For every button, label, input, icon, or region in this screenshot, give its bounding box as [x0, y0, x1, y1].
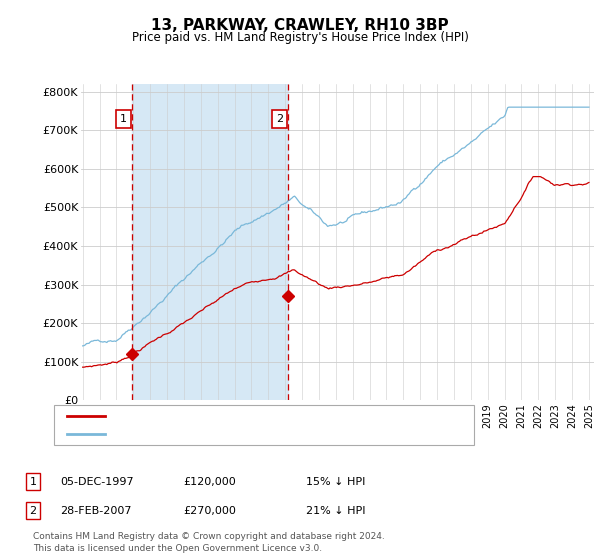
Text: 21% ↓ HPI: 21% ↓ HPI [306, 506, 365, 516]
Text: 15% ↓ HPI: 15% ↓ HPI [306, 477, 365, 487]
Text: HPI: Average price, detached house, Crawley: HPI: Average price, detached house, Craw… [111, 430, 346, 439]
Bar [132, 84, 288, 400]
Text: 2: 2 [276, 114, 283, 124]
Text: 1: 1 [29, 477, 37, 487]
Text: £120,000: £120,000 [183, 477, 236, 487]
Text: Price paid vs. HM Land Registry's House Price Index (HPI): Price paid vs. HM Land Registry's House … [131, 31, 469, 44]
Text: 13, PARKWAY, CRAWLEY, RH10 3BP: 13, PARKWAY, CRAWLEY, RH10 3BP [151, 18, 449, 33]
Text: 28-FEB-2007: 28-FEB-2007 [60, 506, 131, 516]
Text: 1: 1 [120, 114, 127, 124]
Text: 05-DEC-1997: 05-DEC-1997 [60, 477, 134, 487]
Text: 13, PARKWAY, CRAWLEY, RH10 3BP (detached house): 13, PARKWAY, CRAWLEY, RH10 3BP (detached… [111, 411, 388, 421]
Text: Contains HM Land Registry data © Crown copyright and database right 2024.
This d: Contains HM Land Registry data © Crown c… [33, 532, 385, 553]
Text: £270,000: £270,000 [183, 506, 236, 516]
Text: 2: 2 [29, 506, 37, 516]
